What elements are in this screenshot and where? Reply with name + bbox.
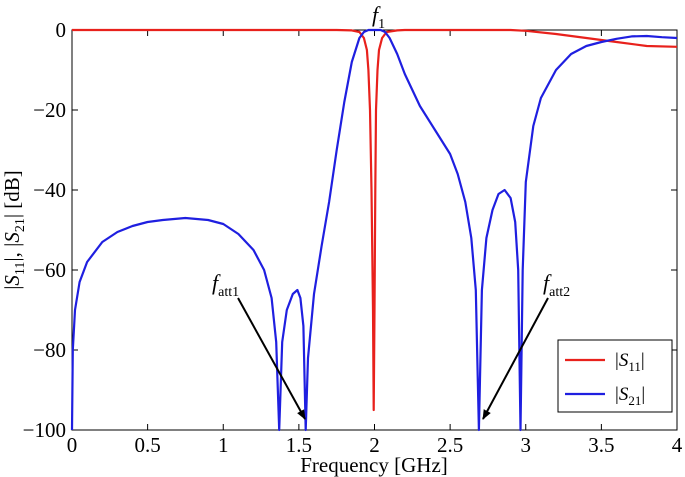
x-tick-label: 1: [218, 433, 229, 457]
x-tick-label: 1.5: [286, 433, 312, 457]
y-tick-label: −20: [33, 98, 66, 122]
y-axis-label: |S11|, |S21| [dB]: [0, 170, 28, 290]
x-tick-label: 3.5: [588, 433, 614, 457]
annotations: f1 fatt1 fatt2: [212, 2, 570, 420]
x-tick-label: 4: [672, 433, 683, 457]
x-axis-label: Frequency [GHz]: [300, 453, 448, 477]
axis-ticks: 0 0.5 1 1.5 2 2.5 3 3.5 4 0 −20 −40 −60 −80 −100: [23, 18, 683, 457]
x-tick-label: 2: [369, 433, 380, 457]
series-lines: [70, 28, 678, 432]
legend-label: |S21|: [615, 384, 645, 408]
legend-label: |S11|: [615, 350, 645, 374]
x-tick-label: 0: [67, 433, 78, 457]
x-tick-label: 3: [521, 433, 532, 457]
series-line: [70, 28, 678, 432]
annotation-arrow: [482, 297, 549, 420]
y-tick-label: −40: [33, 178, 66, 202]
legend: |S11| |S21|: [557, 339, 673, 413]
annotation-label: fatt1: [212, 270, 239, 300]
y-tick-label: 0: [56, 18, 67, 42]
legend-box: [557, 339, 673, 413]
y-tick-label: −60: [33, 258, 66, 282]
annotation-arrow: [237, 297, 306, 420]
annotation-label: f1: [372, 2, 385, 32]
x-tick-label: 0.5: [135, 433, 161, 457]
y-tick-label: −100: [23, 418, 66, 442]
x-tick-label: 2.5: [437, 433, 463, 457]
y-tick-label: −80: [33, 338, 66, 362]
annotation-label: fatt2: [543, 270, 570, 300]
